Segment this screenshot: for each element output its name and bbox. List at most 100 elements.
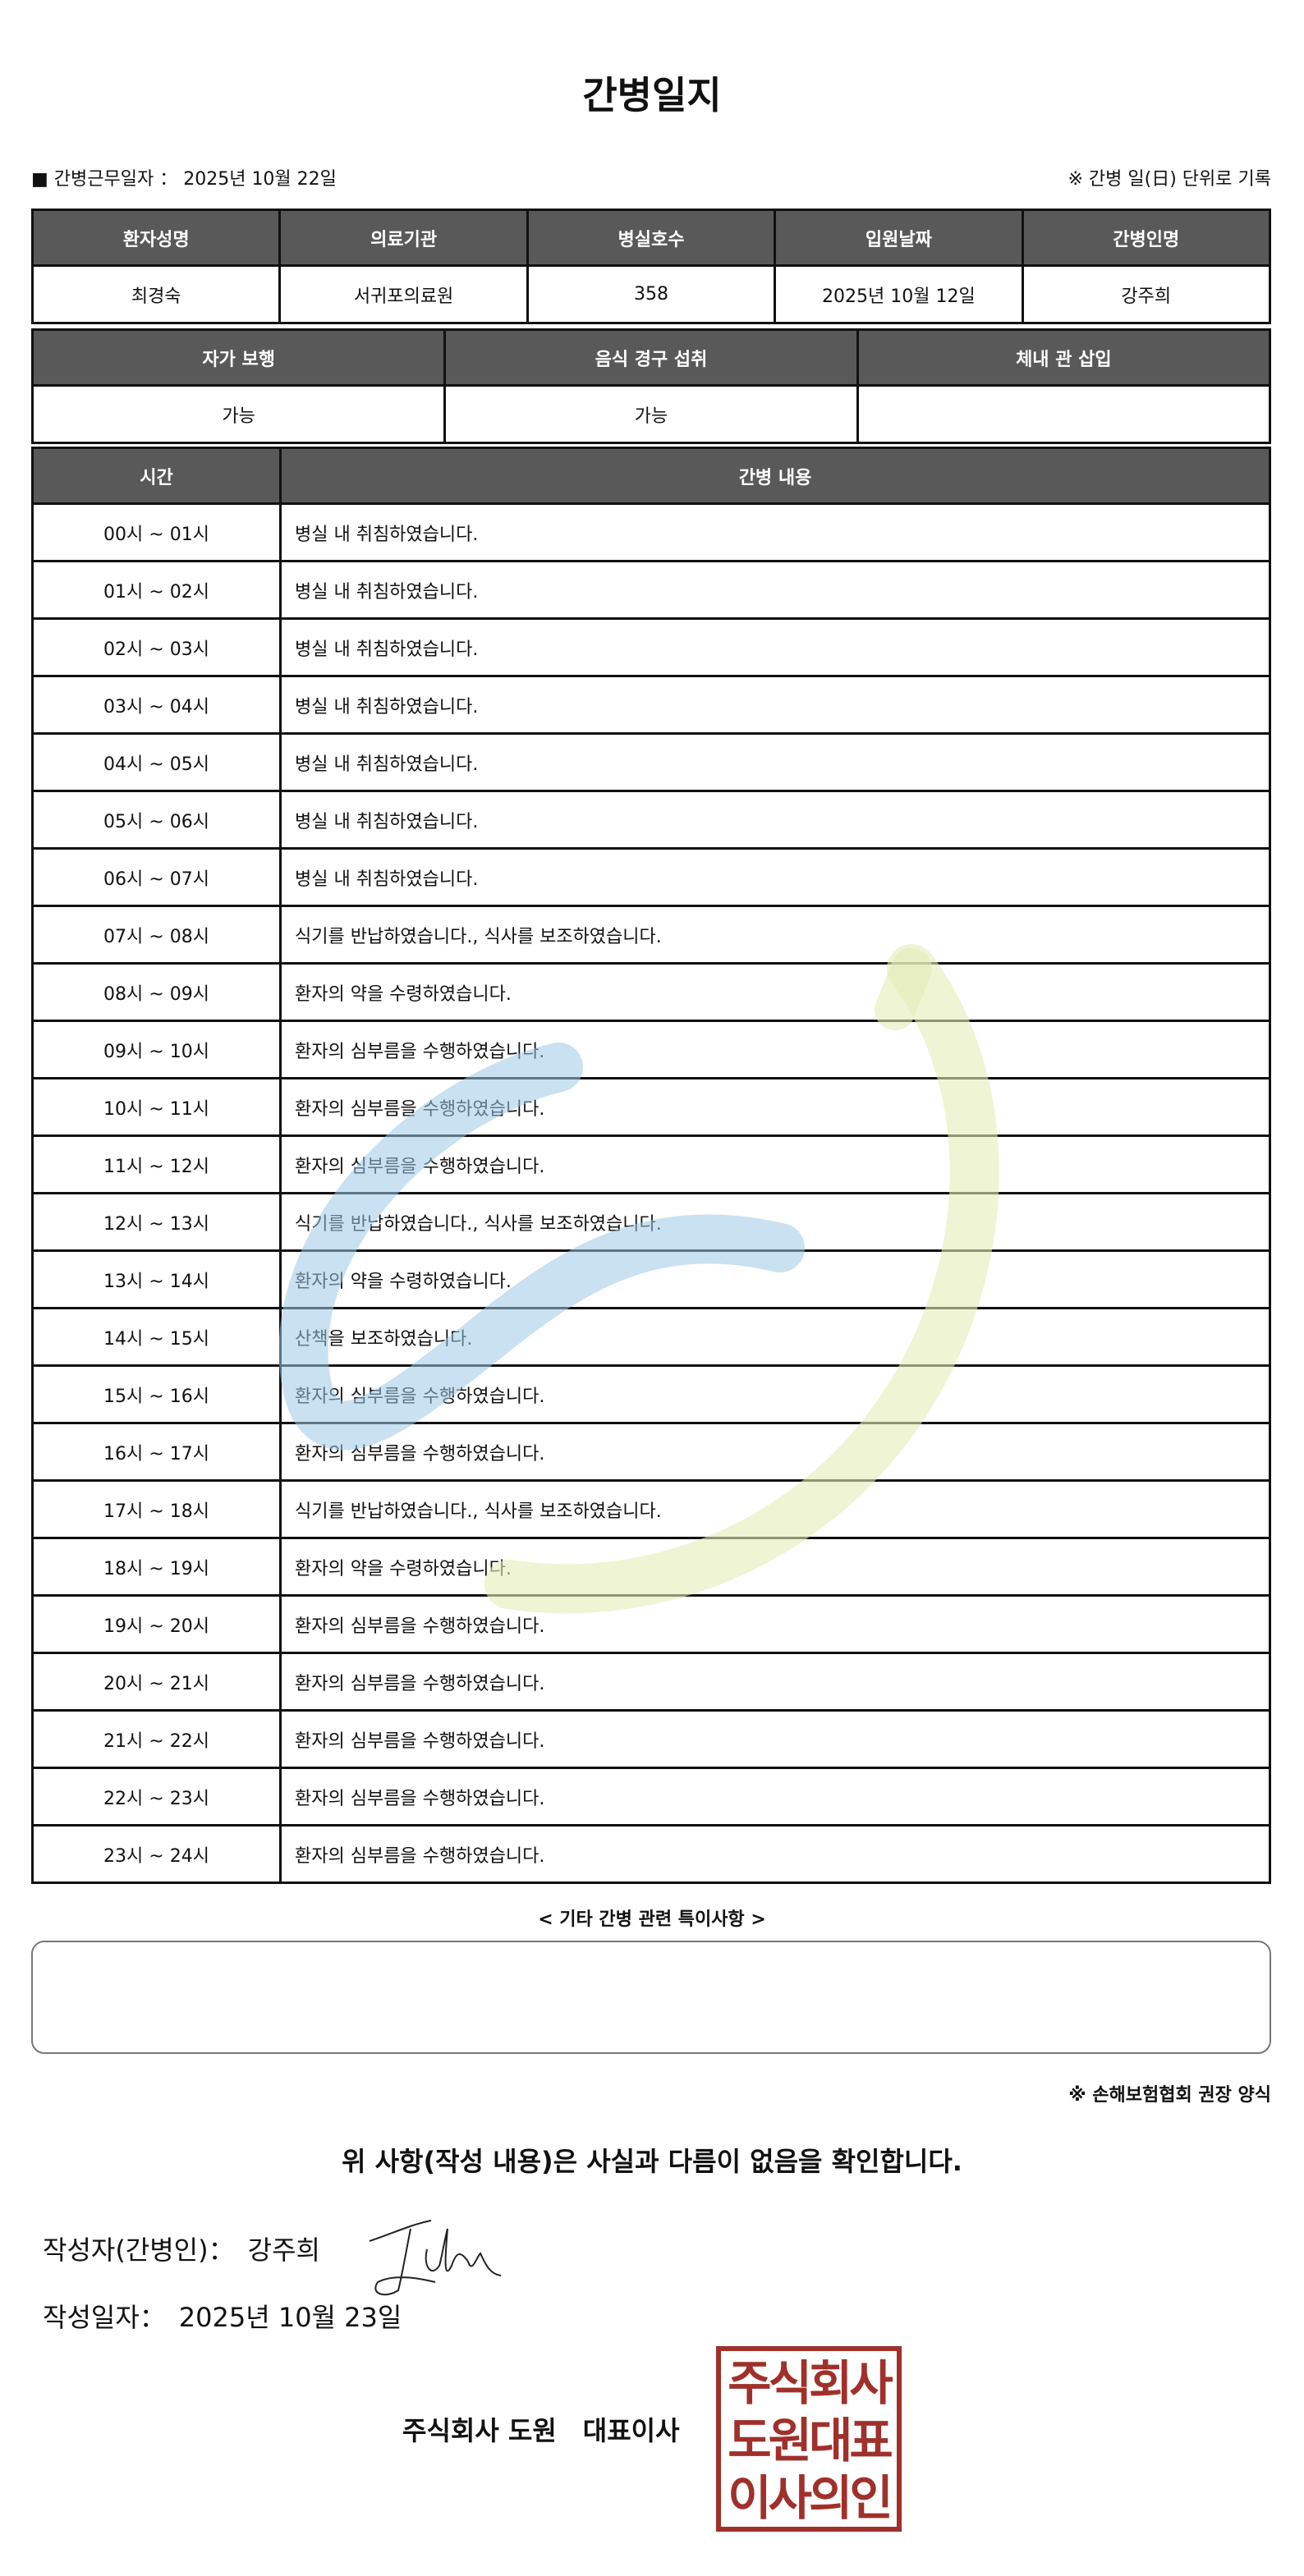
time-slot: 14시 ~ 15시 <box>31 1307 282 1367</box>
header-cell: 체내 관 삽입 <box>856 328 1272 387</box>
header-cell: 간병 내용 <box>279 447 1271 505</box>
care-content: 식기를 반납하였습니다., 식사를 보조하였습니다. <box>279 1192 1271 1252</box>
confirmation-statement: 위 사항(작성 내용)은 사실과 다름이 없음을 확인합니다. <box>342 2146 962 2177</box>
time-slot: 23시 ~ 24시 <box>31 1824 282 1884</box>
table-row: 21시 ~ 22시 환자의 심부름을 수행하였습니다. <box>31 1709 1271 1769</box>
caregiver-name: 강주희 <box>1021 264 1272 324</box>
table-row: 14시 ~ 15시 산책을 보조하였습니다. <box>31 1307 1271 1367</box>
header-cell: 입원날짜 <box>774 209 1024 267</box>
self-walking: 가능 <box>30 384 447 444</box>
table-row: 00시 ~ 01시 병실 내 취침하였습니다. <box>31 502 1271 562</box>
company-representative: 주식회사 도원 대표이사 <box>402 2415 680 2446</box>
care-content: 병실 내 취침하였습니다. <box>279 560 1271 620</box>
company-seal: 주식회사 도원대표 이사의인 <box>716 2346 902 2532</box>
header-cell: 자가 보행 <box>30 328 447 387</box>
time-slot: 09시 ~ 10시 <box>31 1020 282 1079</box>
care-content: 병실 내 취침하였습니다. <box>279 847 1271 907</box>
form-note: ※ 손해보험협회 권장 양식 <box>1068 2085 1271 2106</box>
table-row: 04시 ~ 05시 병실 내 취침하였습니다. <box>31 732 1271 792</box>
time-slot: 18시 ~ 19시 <box>31 1537 282 1597</box>
table-row: 02시 ~ 03시 병실 내 취침하였습니다. <box>31 617 1271 677</box>
time-slot: 11시 ~ 12시 <box>31 1134 282 1194</box>
admission-date: 2025년 10월 12일 <box>774 264 1024 324</box>
care-content: 병실 내 취침하였습니다. <box>279 617 1271 677</box>
page-title: 간병일지 <box>582 73 722 117</box>
table-row: 12시 ~ 13시 식기를 반납하였습니다., 식사를 보조하였습니다. <box>31 1192 1271 1252</box>
table-row: 18시 ~ 19시 환자의 약을 수령하였습니다. <box>31 1537 1271 1597</box>
time-slot: 05시 ~ 06시 <box>31 790 282 850</box>
time-slot: 13시 ~ 14시 <box>31 1249 282 1309</box>
header-cell: 의료기관 <box>278 209 529 267</box>
table-row: 11시 ~ 12시 환자의 심부름을 수행하였습니다. <box>31 1134 1271 1194</box>
hospital: 서귀포의료원 <box>278 264 529 324</box>
room-number: 358 <box>526 264 777 324</box>
table-row: 22시 ~ 23시 환자의 심부름을 수행하였습니다. <box>31 1767 1271 1827</box>
care-content: 환자의 심부름을 수행하였습니다. <box>279 1422 1271 1482</box>
time-slot: 07시 ~ 08시 <box>31 905 282 965</box>
table-row: 10시 ~ 11시 환자의 심부름을 수행하였습니다. <box>31 1077 1271 1137</box>
header-cell: 간병인명 <box>1021 209 1272 267</box>
table-row: 09시 ~ 10시 환자의 심부름을 수행하였습니다. <box>31 1020 1271 1079</box>
time-slot: 19시 ~ 20시 <box>31 1594 282 1654</box>
care-content: 환자의 심부름을 수행하였습니다. <box>279 1767 1271 1827</box>
care-content: 환자의 심부름을 수행하였습니다. <box>279 1134 1271 1194</box>
time-slot: 00시 ~ 01시 <box>31 502 282 562</box>
author-line: 작성자(간병인)： 강주희 <box>43 2235 320 2266</box>
care-content: 환자의 심부름을 수행하였습니다. <box>279 1364 1271 1424</box>
time-slot: 10시 ~ 11시 <box>31 1077 282 1137</box>
table-row: 16시 ~ 17시 환자의 심부름을 수행하였습니다. <box>31 1422 1271 1482</box>
header-cell: 음식 경구 섭취 <box>443 328 859 387</box>
record-unit-note: ※ 간병 일(日) 단위로 기록 <box>1068 169 1272 190</box>
header-cell: 환자성명 <box>30 209 282 267</box>
signature <box>369 2220 502 2296</box>
care-content: 환자의 약을 수령하였습니다. <box>279 1249 1271 1309</box>
header-cell: 시간 <box>31 447 282 505</box>
table-row: 06시 ~ 07시 병실 내 취침하였습니다. <box>31 847 1271 907</box>
time-slot: 12시 ~ 13시 <box>31 1192 282 1252</box>
care-content: 병실 내 취침하였습니다. <box>279 732 1271 792</box>
table-row: 08시 ~ 09시 환자의 약을 수령하였습니다. <box>31 962 1271 1022</box>
status-table: 자가 보행 음식 경구 섭취 체내 관 삽입 가능 가능 <box>30 328 1272 444</box>
time-slot: 02시 ~ 03시 <box>31 617 282 677</box>
care-content: 식기를 반납하였습니다., 식사를 보조하였습니다. <box>279 905 1271 965</box>
table-row: 03시 ~ 04시 병실 내 취침하였습니다. <box>31 675 1271 735</box>
patient-info-table: 환자성명 의료기관 병실호수 입원날짜 간병인명 최경숙 서귀포의료원 358 2025년 1… <box>30 209 1272 324</box>
table-row: 01시 ~ 02시 병실 내 취침하였습니다. <box>31 560 1271 620</box>
written-date-line: 작성일자： 2025년 10월 23일 <box>43 2302 402 2333</box>
care-content: 환자의 심부름을 수행하였습니다. <box>279 1709 1271 1769</box>
notes-box[interactable] <box>31 1941 1271 2054</box>
care-content: 산책을 보조하였습니다. <box>279 1307 1271 1367</box>
table-row: 13시 ~ 14시 환자의 약을 수령하였습니다. <box>31 1249 1271 1309</box>
work-date: ■ 간병근무일자 ： 2025년 10월 22일 <box>31 169 337 190</box>
time-slot: 03시 ~ 04시 <box>31 675 282 735</box>
care-content: 환자의 심부름을 수행하였습니다. <box>279 1077 1271 1137</box>
table-row: 23시 ~ 24시 환자의 심부름을 수행하였습니다. <box>31 1824 1271 1884</box>
written-date: 2025년 10월 23일 <box>178 2302 402 2333</box>
care-content: 식기를 반납하였습니다., 식사를 보조하였습니다. <box>279 1479 1271 1539</box>
time-slot: 01시 ~ 02시 <box>31 560 282 620</box>
care-content: 환자의 심부름을 수행하였습니다. <box>279 1594 1271 1654</box>
table-row: 05시 ~ 06시 병실 내 취침하였습니다. <box>31 790 1271 850</box>
time-slot: 22시 ~ 23시 <box>31 1767 282 1827</box>
time-slot: 21시 ~ 22시 <box>31 1709 282 1769</box>
table-row: 20시 ~ 21시 환자의 심부름을 수행하였습니다. <box>31 1652 1271 1712</box>
author-name: 강주희 <box>247 2235 320 2266</box>
care-content: 환자의 심부름을 수행하였습니다. <box>279 1652 1271 1712</box>
time-slot: 06시 ~ 07시 <box>31 847 282 907</box>
table-row: 17시 ~ 18시 식기를 반납하였습니다., 식사를 보조하였습니다. <box>31 1479 1271 1539</box>
time-slot: 15시 ~ 16시 <box>31 1364 282 1424</box>
care-log-table: 시간 간병 내용 00시 ~ 01시 병실 내 취침하였습니다. 01시 ~ 02시 병… <box>31 447 1271 1884</box>
table-row: 15시 ~ 16시 환자의 심부름을 수행하였습니다. <box>31 1364 1271 1424</box>
tube-insertion <box>856 384 1272 444</box>
care-content: 환자의 심부름을 수행하였습니다. <box>279 1020 1271 1079</box>
oral-intake: 가능 <box>443 384 859 444</box>
header-cell: 병실호수 <box>526 209 777 267</box>
care-content: 환자의 약을 수령하였습니다. <box>279 1537 1271 1597</box>
time-slot: 04시 ~ 05시 <box>31 732 282 792</box>
patient-name: 최경숙 <box>30 264 282 324</box>
notes-label: < 기타 간병 관련 특이사항 > <box>538 1909 766 1930</box>
time-slot: 08시 ~ 09시 <box>31 962 282 1022</box>
care-content: 환자의 심부름을 수행하였습니다. <box>279 1824 1271 1884</box>
care-content: 병실 내 취침하였습니다. <box>279 502 1271 562</box>
care-content: 환자의 약을 수령하였습니다. <box>279 962 1271 1022</box>
